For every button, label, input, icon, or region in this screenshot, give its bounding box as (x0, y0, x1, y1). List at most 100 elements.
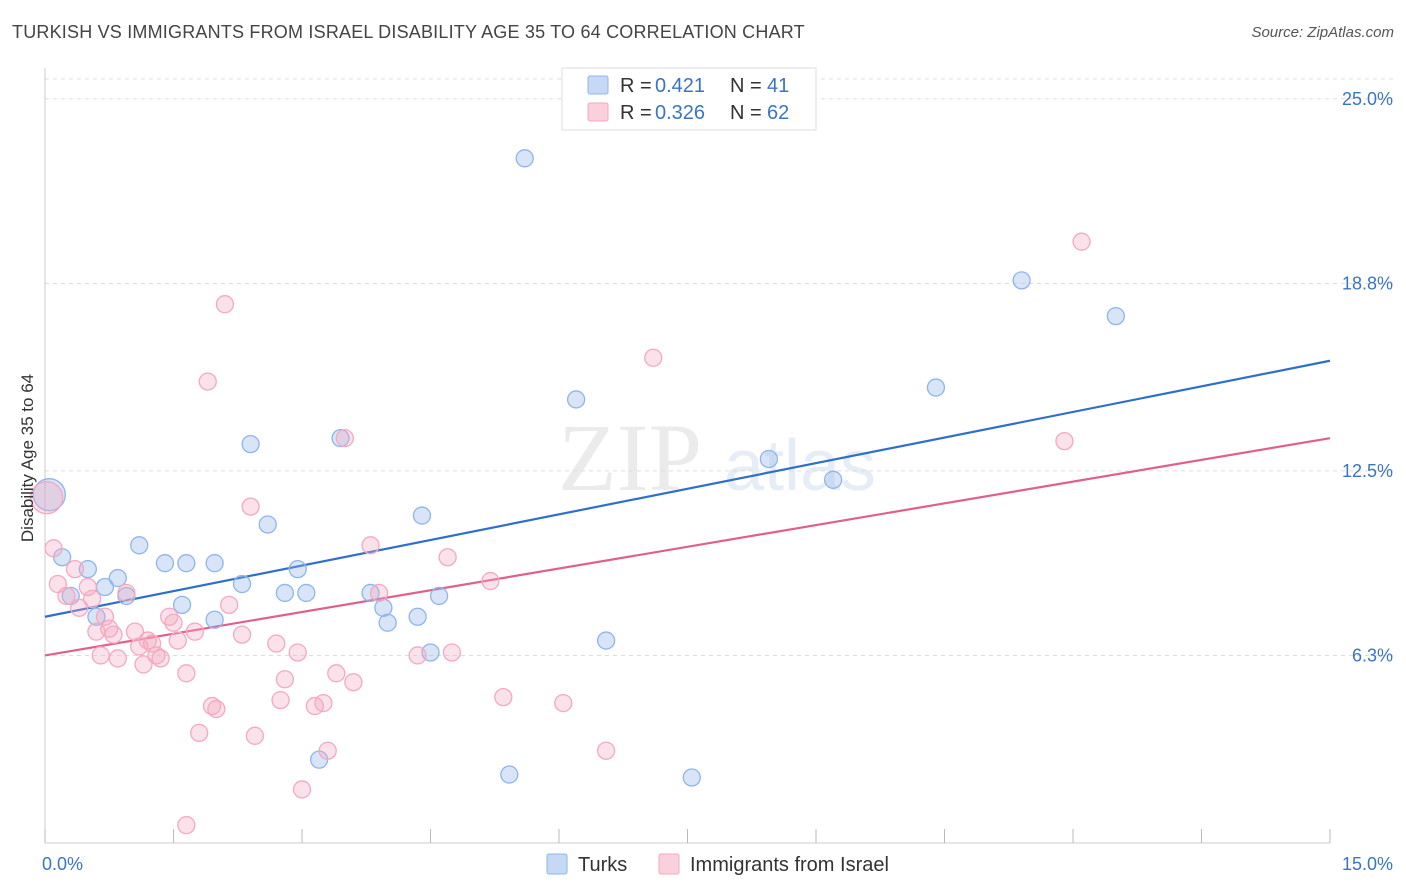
point-turks (177, 554, 196, 573)
legend-swatch-israel (587, 102, 609, 122)
point-israel (267, 634, 286, 653)
point-turks (926, 378, 946, 397)
trendline-turks (44, 359, 1331, 618)
legend-top: R = 0.421 N = 41 R = 0.326 N = 62 (561, 67, 817, 131)
legend-r-value-1: 0.421 (655, 75, 705, 97)
point-israel (185, 622, 205, 641)
point-turks (288, 559, 307, 579)
point-turks (32, 478, 66, 512)
point-turks (205, 554, 224, 573)
point-israel (220, 595, 239, 615)
point-israel (369, 583, 389, 603)
y-tick-labels: 6.3% 12.5% 18.8% 25.0% (1342, 89, 1393, 666)
point-israel (245, 726, 265, 745)
y-tick-label: 18.8% (1342, 273, 1393, 293)
point-israel (292, 780, 312, 799)
point-turks (108, 568, 127, 588)
x-tick-label: 0.0% (42, 854, 83, 874)
point-turks (205, 610, 224, 629)
point-turks (823, 470, 843, 489)
point-turks (331, 429, 350, 448)
point-turks (78, 559, 97, 579)
legend-n-value-1: 41 (767, 75, 789, 97)
point-israel (125, 622, 145, 641)
chart-title: TURKISH VS IMMIGRANTS FROM ISRAEL DISABI… (12, 22, 805, 42)
point-turks (412, 506, 432, 525)
point-israel (78, 577, 97, 597)
bottom-legend-label-israel: Immigrants from Israel (690, 854, 889, 876)
point-israel (44, 539, 63, 558)
legend-r-label-1: R = (620, 75, 652, 97)
point-israel (151, 649, 170, 668)
point-israel (117, 583, 136, 603)
point-israel (275, 670, 295, 689)
point-israel (314, 693, 333, 713)
legend-r-label-2: R = (620, 102, 652, 124)
y-tick-label: 6.3% (1352, 645, 1393, 665)
source-label: Source: ZipAtlas.com (1251, 24, 1394, 41)
legend-n-value-2: 62 (767, 102, 789, 124)
point-israel (361, 536, 380, 555)
legend-n-label-2: N = (730, 102, 762, 124)
point-israel (164, 613, 183, 632)
point-turks (297, 583, 316, 603)
point-turks (241, 434, 260, 454)
point-israel (91, 646, 110, 665)
point-turks (130, 536, 149, 555)
point-israel (177, 664, 196, 683)
point-israel (190, 723, 209, 743)
gridlines (45, 78, 1395, 656)
point-israel (442, 643, 462, 662)
axes (44, 68, 1331, 844)
point-israel (1055, 431, 1074, 451)
point-turks (258, 515, 277, 534)
point-israel (215, 295, 235, 314)
point-israel (168, 631, 187, 650)
point-turks (682, 768, 701, 787)
point-israel (1072, 232, 1091, 251)
point-israel (108, 649, 127, 668)
y-axis-label: Disability Age 35 to 64 (18, 374, 37, 542)
point-turks (1106, 306, 1125, 326)
point-turks (759, 449, 779, 469)
point-israel (344, 673, 363, 692)
point-israel (65, 559, 85, 579)
legend-r-value-2: 0.326 (655, 102, 705, 124)
point-turks (172, 595, 192, 615)
trendline-israel (44, 437, 1331, 657)
x-tick-label: 15.0% (1342, 854, 1393, 874)
point-turks (155, 554, 175, 573)
point-turks (500, 765, 519, 784)
point-turks (374, 598, 393, 617)
point-israel (95, 607, 115, 626)
point-israel (30, 481, 64, 515)
point-turks (1012, 271, 1031, 290)
point-israel (241, 497, 260, 516)
point-israel (335, 429, 354, 448)
data-points (30, 149, 1125, 835)
point-israel (177, 815, 196, 835)
legend-bottom: Turks Immigrants from Israel (546, 853, 889, 876)
point-israel (142, 634, 162, 653)
legend-n-label-1: N = (730, 75, 762, 97)
point-turks (408, 607, 427, 626)
point-israel (207, 699, 226, 719)
point-israel (134, 655, 153, 674)
watermark-zip: ZIP (558, 404, 702, 511)
point-israel (554, 693, 573, 713)
y-tick-label: 12.5% (1342, 461, 1393, 481)
point-israel (318, 741, 337, 760)
trend-lines (44, 359, 1331, 657)
point-israel (438, 548, 457, 567)
point-israel (232, 625, 252, 644)
point-israel (104, 625, 123, 644)
point-turks (566, 390, 586, 409)
point-israel (481, 571, 500, 591)
y-tick-label: 25.0% (1342, 89, 1393, 109)
point-turks (515, 149, 534, 168)
point-israel (57, 586, 76, 606)
point-israel (288, 643, 307, 662)
bottom-legend-label-turks: Turks (578, 854, 627, 876)
point-turks (596, 631, 616, 650)
